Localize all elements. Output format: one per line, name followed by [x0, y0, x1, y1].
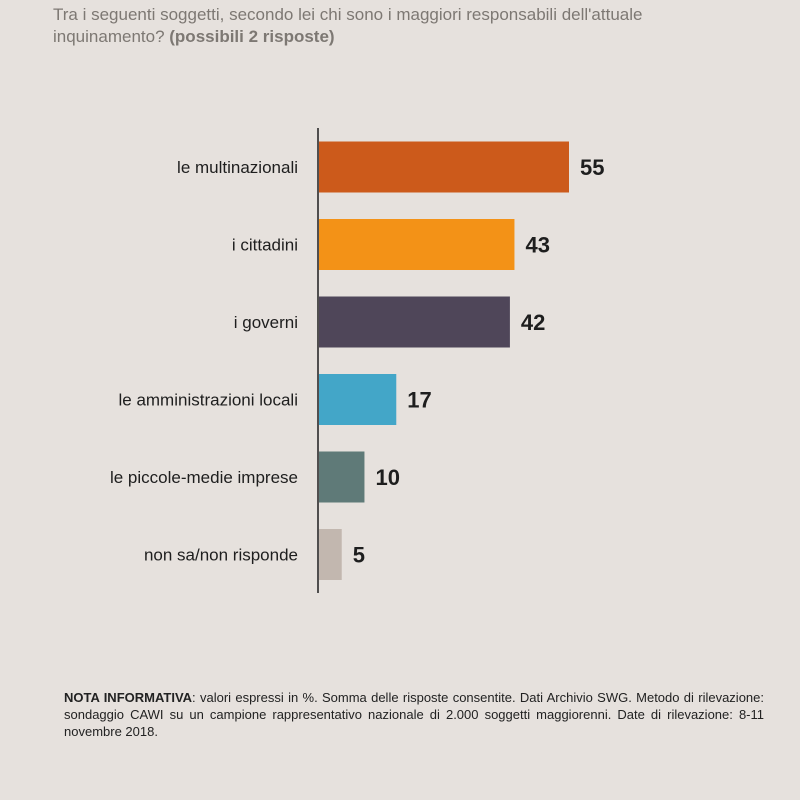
note-text: : valori espressi in %. Somma delle risp… — [64, 690, 764, 739]
category-label-4: le piccole-medie imprese — [110, 468, 298, 487]
value-label-4: 10 — [375, 465, 399, 490]
value-label-2: 42 — [521, 310, 545, 335]
category-label-1: i cittadini — [232, 236, 298, 255]
category-label-3: le amministrazioni locali — [118, 391, 298, 410]
category-labels-group: le multinazionali i cittadini i governi le … — [110, 158, 298, 565]
question-title: Tra i seguenti soggetti, secondo lei chi… — [53, 4, 753, 48]
value-label-3: 17 — [407, 388, 431, 413]
bar-2 — [319, 296, 510, 348]
bar-3 — [319, 374, 397, 425]
bar-1 — [319, 219, 515, 270]
question-emphasis: (possibili 2 risposte) — [169, 27, 335, 46]
category-label-0: le multinazionali — [177, 158, 298, 177]
info-note: NOTA INFORMATIVA: valori espressi in %. … — [64, 689, 764, 740]
note-label: NOTA INFORMATIVA — [64, 690, 193, 705]
question-text: Tra i seguenti soggetti, secondo lei chi… — [53, 5, 643, 46]
category-label-2: i governi — [234, 313, 298, 332]
bars-group — [319, 141, 569, 580]
value-label-5: 5 — [353, 543, 365, 568]
value-labels-group: 55 43 42 17 10 5 — [353, 155, 605, 568]
bar-5 — [319, 529, 342, 580]
bar-4 — [319, 451, 365, 503]
value-label-0: 55 — [580, 155, 604, 180]
bar-0 — [319, 141, 569, 193]
value-label-1: 43 — [525, 233, 549, 258]
category-label-5: non sa/non risponde — [144, 546, 298, 565]
